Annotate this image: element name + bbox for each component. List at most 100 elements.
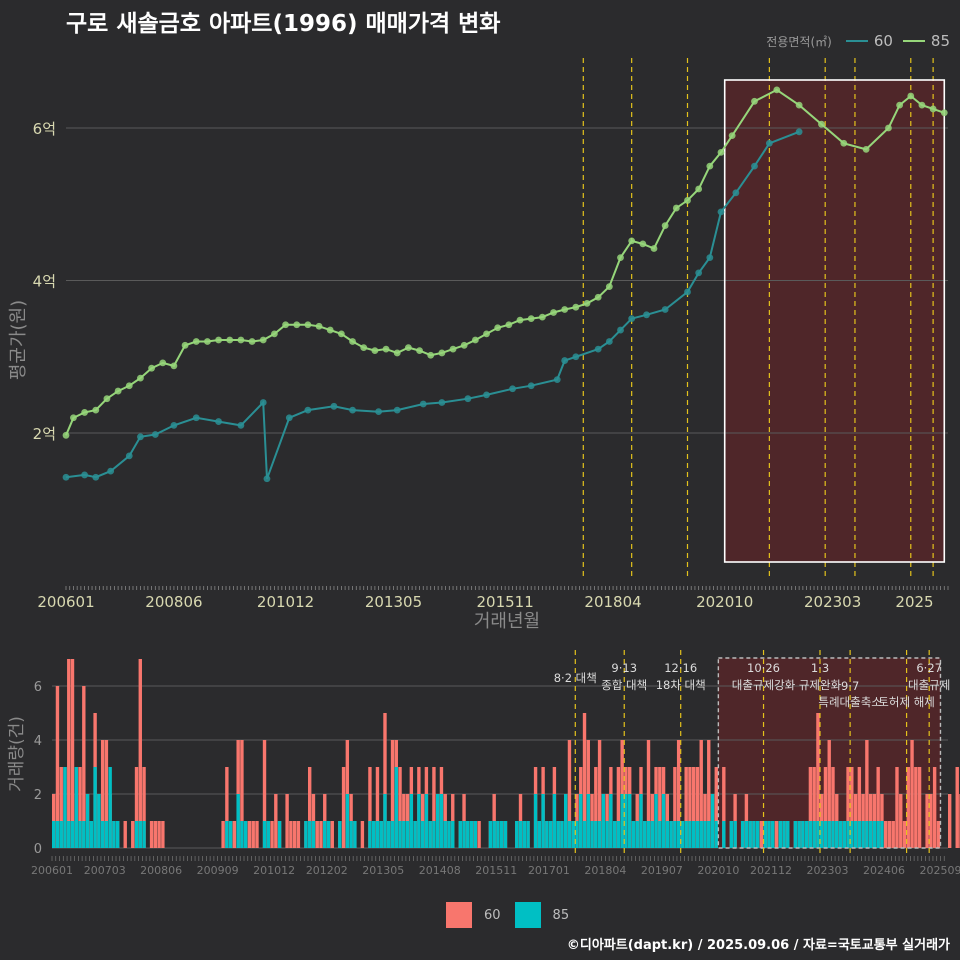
bar-x-tick-label: 201804 [584, 864, 626, 877]
bar-60 [658, 767, 662, 848]
bar-60 [722, 767, 726, 848]
data-point-60 [107, 467, 115, 475]
y-tick-label: 4억 [33, 273, 56, 291]
bar-85 [349, 821, 353, 848]
policy-annotation-label: 6·27 [916, 661, 942, 675]
bar-85 [398, 821, 402, 848]
bar-85 [744, 821, 749, 848]
bar-85 [835, 821, 839, 848]
policy-annotation-label: 대출규제 [908, 678, 950, 692]
bar-85 [522, 821, 526, 848]
bar-60 [936, 821, 941, 848]
data-point-60 [751, 162, 758, 170]
bar-85 [590, 821, 594, 848]
y-tick-label: 6억 [33, 120, 56, 138]
data-point-85 [885, 124, 892, 132]
bar-60 [895, 767, 899, 848]
bar-85 [605, 821, 609, 848]
bar-85 [567, 821, 572, 848]
data-point-85 [661, 222, 669, 230]
bar-85 [413, 821, 417, 848]
data-point-85 [706, 162, 714, 170]
data-point-85 [326, 326, 334, 334]
bar-x-tick-label: 201701 [528, 864, 570, 877]
policy-annotation-label: 18차 대책 [656, 678, 706, 692]
data-point-60 [561, 357, 569, 364]
bar-85 [782, 821, 786, 848]
bar-85 [635, 821, 639, 848]
bar-85 [639, 794, 643, 848]
chart-title: 구로 새솔금호 아파트(1996) 매매가격 변화 [66, 11, 501, 37]
data-point-85 [382, 345, 390, 353]
bar-85 [372, 821, 376, 848]
data-point-60 [717, 208, 725, 216]
bar-85 [820, 821, 824, 848]
data-point-60 [215, 418, 222, 425]
bar-85 [85, 794, 90, 848]
data-point-60 [438, 399, 446, 406]
bar-85 [868, 821, 873, 848]
bar-60 [390, 740, 395, 848]
bar-85 [55, 821, 60, 848]
bar-85 [82, 821, 86, 848]
data-point-85 [349, 338, 356, 345]
legend-item-60: 60 [446, 902, 501, 928]
bar-60 [240, 740, 244, 848]
bar-60 [695, 767, 700, 848]
data-point-85 [695, 185, 703, 193]
bar-60 [707, 740, 711, 848]
data-point-85 [137, 374, 144, 382]
bar-85 [515, 821, 519, 848]
bar-60 [865, 740, 869, 848]
data-point-85 [159, 359, 167, 367]
bar-85 [801, 821, 805, 848]
bar-85 [609, 794, 613, 848]
data-point-85 [862, 145, 870, 153]
bar-85 [827, 821, 831, 848]
bar-85 [560, 821, 564, 848]
bar-85 [74, 767, 78, 848]
bar-85 [108, 767, 112, 848]
x-tick-label: 2025 [895, 593, 933, 611]
bar-85 [880, 821, 884, 848]
bar-85 [240, 821, 244, 848]
legend-item-85: 85 [514, 902, 569, 928]
data-point-60 [304, 406, 312, 414]
bar-x-tick-label: 202406 [863, 864, 905, 877]
policy-annotation-label: 1·3 [811, 661, 829, 675]
bar-60 [341, 767, 346, 848]
data-point-85 [215, 336, 222, 344]
legend-label-85: 85 [930, 32, 950, 50]
bar-85 [812, 821, 816, 848]
bar-60 [149, 821, 154, 848]
bar-85 [473, 821, 478, 848]
bar-85 [571, 821, 575, 848]
bar-85 [104, 821, 109, 848]
bar-60 [594, 767, 598, 848]
data-point-85 [204, 338, 211, 345]
bar-85 [353, 821, 357, 848]
bar-60 [477, 821, 481, 848]
bar-85 [552, 794, 557, 848]
bar-85 [650, 821, 654, 848]
data-point-60 [375, 408, 383, 416]
bar-85 [699, 821, 703, 848]
data-point-85 [483, 330, 490, 338]
bar-85 [575, 821, 579, 848]
bar-85 [304, 821, 308, 848]
bar-85 [89, 821, 94, 848]
bar-85 [582, 821, 587, 848]
bar-60 [251, 821, 255, 848]
x-tick-label: 200601 [37, 593, 94, 611]
bar-85 [383, 794, 387, 848]
data-point-60 [684, 288, 691, 296]
bar-60 [955, 767, 959, 848]
bar-85 [654, 794, 658, 848]
data-point-85 [628, 237, 636, 245]
data-point-85 [594, 293, 602, 301]
bar-85 [424, 794, 429, 848]
bar-85 [628, 794, 632, 848]
data-point-60 [464, 395, 472, 403]
bar-60 [646, 740, 651, 848]
